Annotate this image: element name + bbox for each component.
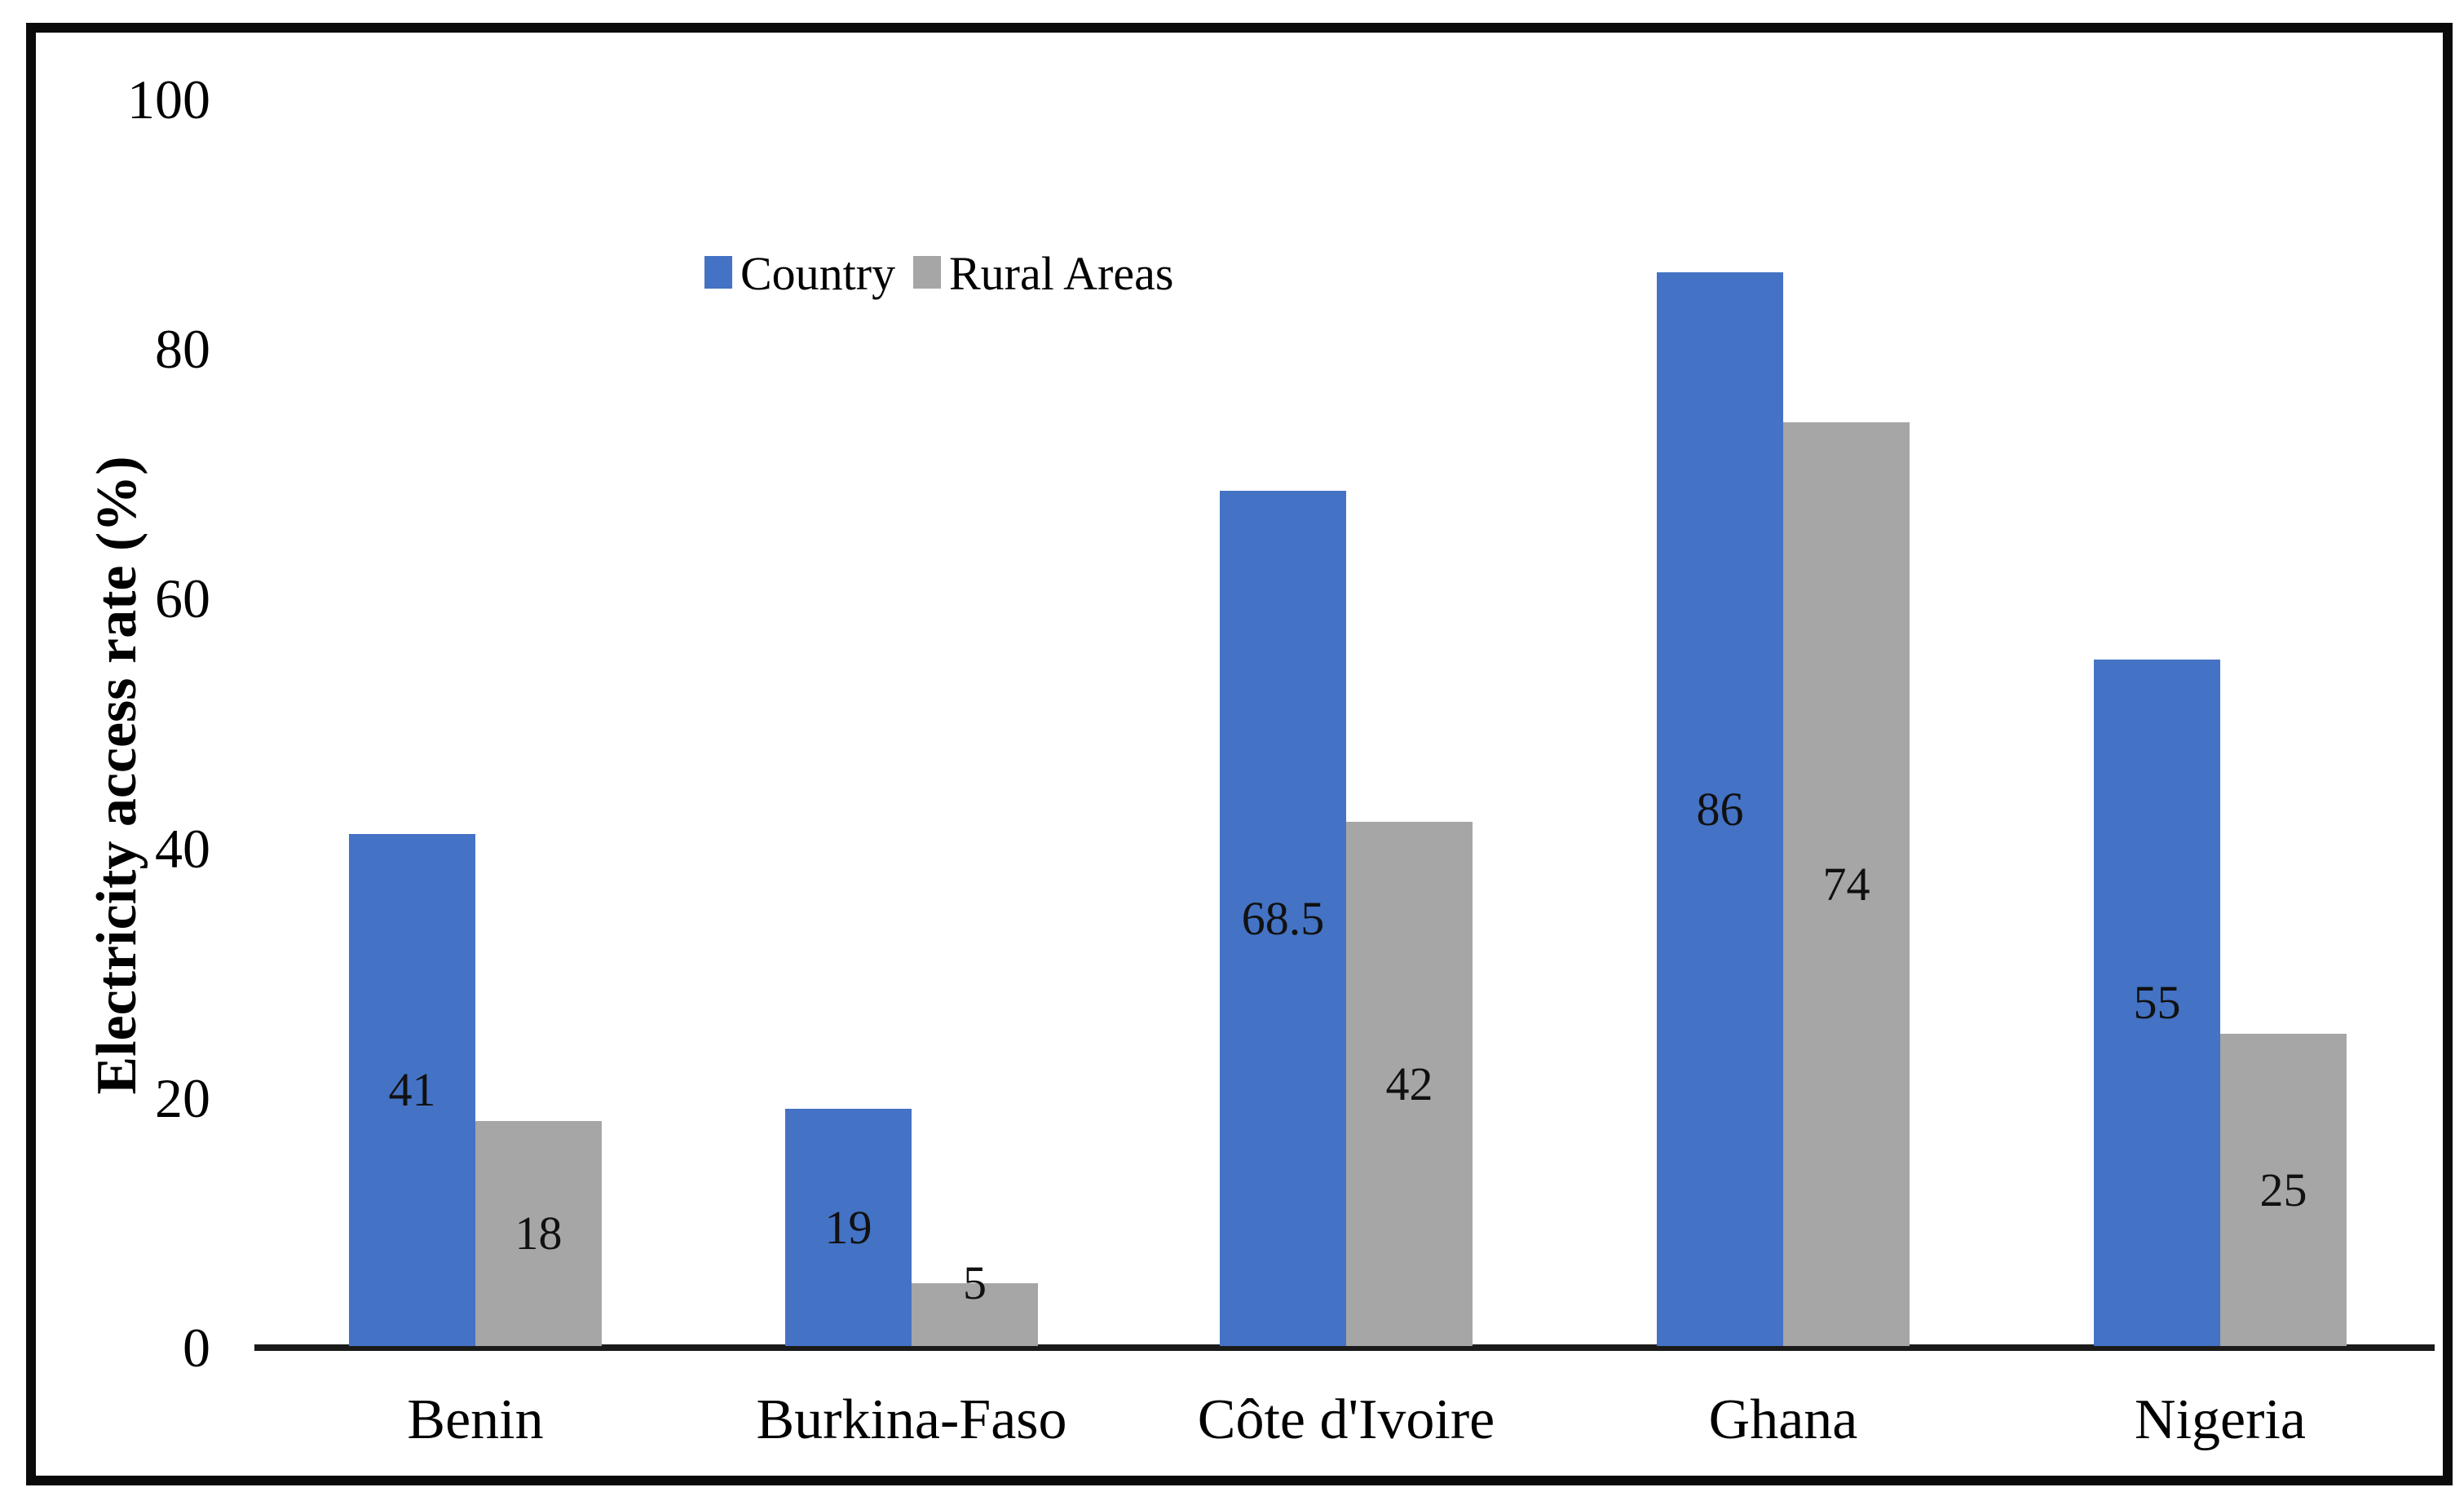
bar-value-label: 42 — [1385, 1057, 1433, 1110]
bar-value-label: 25 — [2259, 1163, 2307, 1216]
bar-value-label: 55 — [2133, 976, 2181, 1029]
bar-rural-areas-0 — [475, 1121, 602, 1346]
y-axis-tick-label: 60 — [155, 567, 210, 630]
x-axis-category-label: Benin — [407, 1388, 544, 1451]
bar-value-label: 19 — [824, 1200, 872, 1254]
legend-label-country: Country — [740, 247, 896, 300]
bar-rural-areas-3 — [1783, 422, 1910, 1346]
bar-country-3 — [1657, 272, 1783, 1346]
bar-value-label: 74 — [1822, 857, 1870, 911]
bar-value-label: 5 — [963, 1256, 987, 1309]
y-axis-tick-label: 0 — [183, 1317, 210, 1379]
chart-frame: Electricity access rate (%) Country Rural… — [26, 23, 2453, 1485]
bar-value-label: 18 — [514, 1207, 563, 1260]
y-axis-tick-label: 20 — [155, 1066, 210, 1129]
legend-swatch-country — [704, 256, 732, 289]
y-axis-tick-label: 80 — [155, 318, 210, 381]
bar-country-2 — [1220, 491, 1346, 1346]
bar-country-4 — [2094, 660, 2220, 1346]
x-axis-category-label: Nigeria — [2135, 1388, 2306, 1451]
y-axis-tick-label: 100 — [127, 68, 210, 130]
x-axis-line — [254, 1344, 2435, 1351]
bar-country-1 — [785, 1109, 912, 1346]
bar-rural-areas-1 — [912, 1283, 1038, 1346]
bar-country-0 — [349, 834, 475, 1346]
legend-swatch-rural-areas — [913, 256, 941, 289]
x-axis-category-label: Burkina-Faso — [756, 1388, 1067, 1451]
bar-rural-areas-2 — [1346, 822, 1473, 1346]
bar-value-label: 68.5 — [1241, 891, 1325, 945]
y-axis-tick-label: 40 — [155, 817, 210, 880]
x-axis-category-label: Côte d'Ivoire — [1197, 1388, 1495, 1451]
legend-label-rural-areas: Rural Areas — [949, 247, 1174, 300]
bar-rural-areas-4 — [2220, 1034, 2347, 1346]
bar-value-label: 41 — [388, 1063, 436, 1116]
bar-value-label: 86 — [1696, 782, 1744, 836]
x-axis-category-label: Ghana — [1708, 1388, 1858, 1451]
